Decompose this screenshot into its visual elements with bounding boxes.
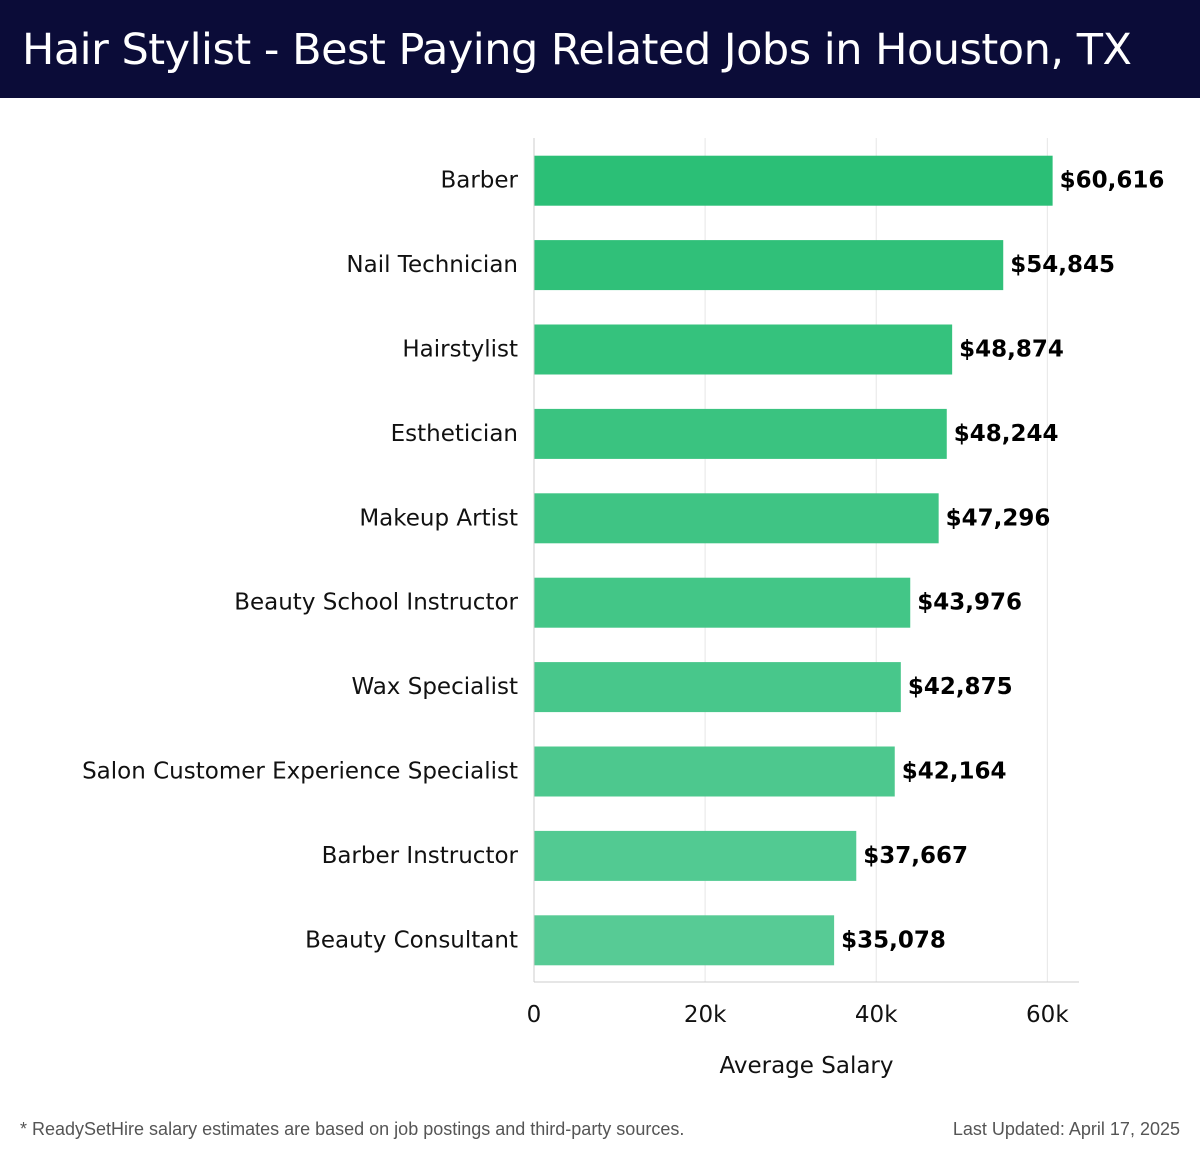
category-label: Esthetician (391, 421, 518, 447)
category-label: Barber (440, 168, 518, 194)
last-updated: Last Updated: April 17, 2025 (952, 1119, 1180, 1139)
category-label: Hairstylist (402, 337, 518, 363)
category-label: Nail Technician (346, 252, 518, 278)
footer-note: * ReadySetHire salary estimates are base… (20, 1119, 685, 1139)
value-label: $42,164 (902, 759, 1007, 785)
value-label: $48,874 (959, 337, 1064, 363)
value-label: $42,875 (908, 674, 1013, 700)
category-label: Makeup Artist (359, 505, 518, 531)
value-label: $54,845 (1010, 252, 1115, 278)
x-tick-label: 0 (527, 1002, 542, 1028)
x-tick-label: 40k (855, 1002, 898, 1028)
bar (534, 915, 835, 966)
bar (534, 830, 857, 881)
x-axis: 0 20k 40k 60k Average Salary (527, 138, 1079, 1079)
value-label: $35,078 (841, 927, 946, 953)
chart-title: Hair Stylist - Best Paying Related Jobs … (22, 25, 1132, 75)
value-label: $37,667 (863, 843, 968, 869)
category-label: Barber Instructor (322, 843, 519, 869)
category-label: Beauty School Instructor (234, 590, 518, 616)
bar (534, 408, 947, 459)
bar (534, 240, 1004, 291)
chart-header: Hair Stylist - Best Paying Related Jobs … (0, 0, 1200, 98)
bar (534, 493, 939, 544)
bar (534, 324, 953, 375)
category-label: Wax Specialist (351, 674, 518, 700)
bars: Barber $60,616 Nail Technician $54,845 Hairs… (82, 155, 1165, 966)
value-label: $47,296 (946, 505, 1051, 531)
x-axis-title: Average Salary (719, 1053, 893, 1079)
bar (534, 746, 895, 797)
value-label: $43,976 (917, 590, 1022, 616)
x-tick-label: 20k (684, 1002, 727, 1028)
category-label: Beauty Consultant (305, 927, 518, 953)
salary-bar-chart: Barber $60,616 Nail Technician $54,845 Hairs… (82, 138, 1165, 1079)
x-tick-label: 60k (1026, 1002, 1069, 1028)
value-label: $60,616 (1060, 168, 1165, 194)
value-label: $48,244 (954, 421, 1059, 447)
category-label: Salon Customer Experience Specialist (82, 759, 518, 785)
bar (534, 662, 901, 713)
bar (534, 155, 1053, 206)
bar (534, 577, 911, 628)
